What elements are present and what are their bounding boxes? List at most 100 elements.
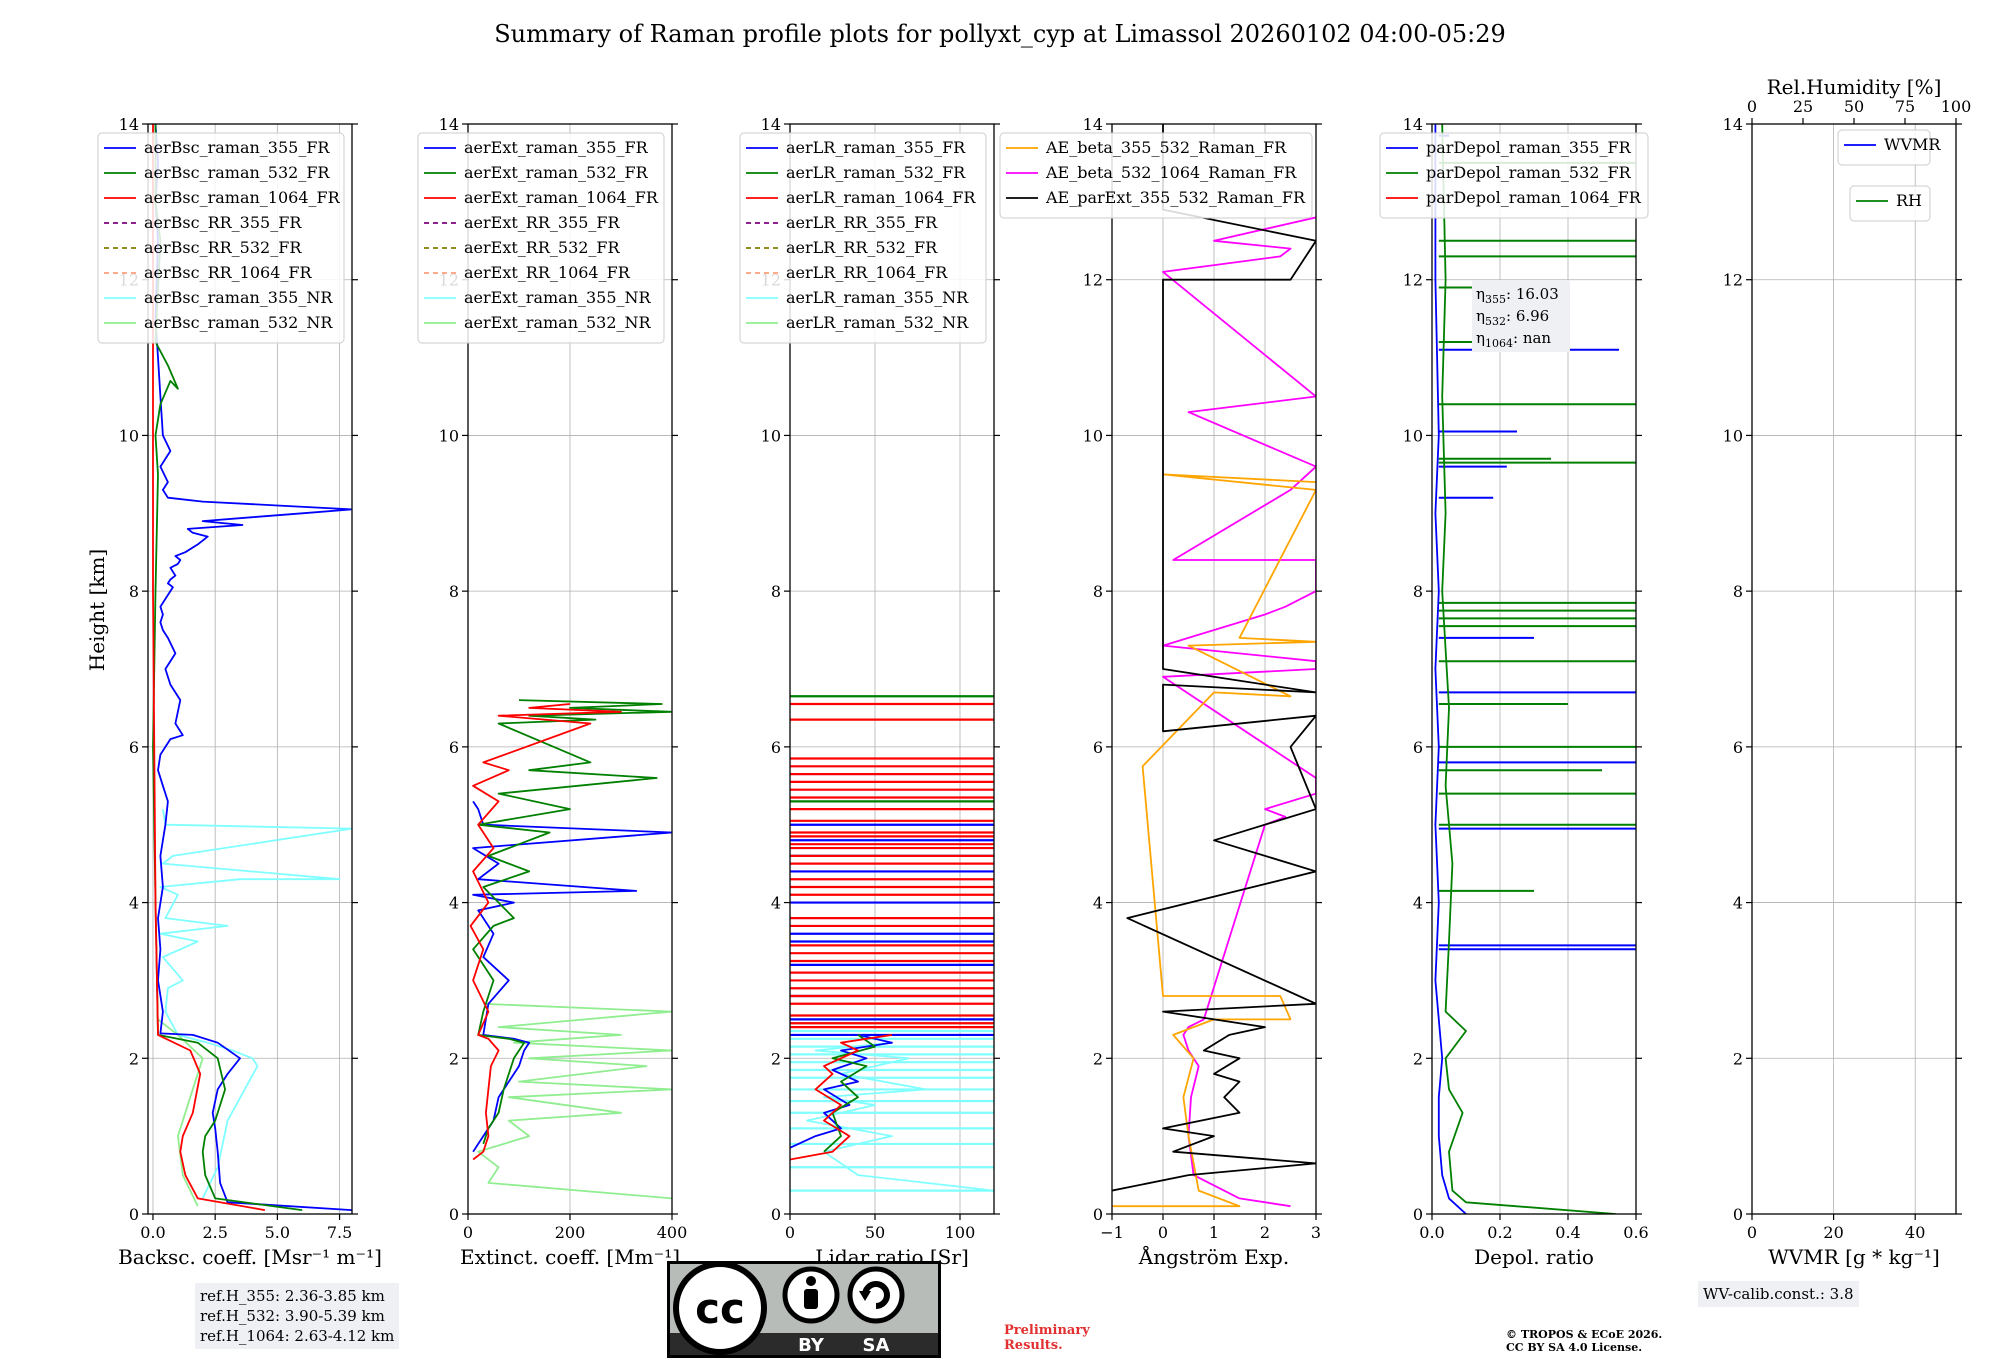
legend-label: parDepol_raman_1064_FR [1426, 188, 1642, 207]
preliminary-line-2: Results. [1004, 1338, 1063, 1353]
copyright-line-1: © TROPOS & ECoE 2026. [1506, 1328, 1663, 1341]
series-aerLR_raman_355_FR [790, 1034, 893, 1149]
ref-height-1064: ref.H_1064: 2.63-4.12 km [200, 1327, 395, 1345]
x-tick-label: −1 [1100, 1223, 1124, 1242]
legend-label: parDepol_raman_355_FR [1426, 138, 1632, 157]
legend-rh: RH [1849, 185, 1931, 222]
legend-label: aerLR_raman_355_NR [786, 288, 969, 307]
axes-frame [1431, 123, 1637, 1215]
x2-tick-label: 50 [1844, 97, 1864, 116]
copyright-note: © TROPOS & ECoE 2026. CC BY SA 4.0 Licen… [1506, 1328, 1662, 1354]
x-axis-label: Ångström Exp. [1138, 1244, 1289, 1269]
y-tick-label: 4 [449, 894, 459, 913]
y-tick-label: 6 [1413, 738, 1423, 757]
y-tick-label: 10 [1723, 426, 1743, 445]
preliminary-note: Preliminary Results. [1004, 1323, 1090, 1353]
x-tick-label: 2.5 [202, 1223, 227, 1242]
y-tick-label: 4 [129, 894, 139, 913]
x2-tick-label: 100 [1941, 97, 1972, 116]
y-tick-label: 0 [1413, 1205, 1423, 1224]
legend: aerBsc_raman_355_FR aerBsc_raman_532_FRae… [97, 132, 345, 344]
y-tick-label: 6 [1733, 738, 1743, 757]
cc-logo-text: cc [695, 1284, 745, 1333]
legend-label: aerBsc_raman_532_FR [144, 163, 330, 182]
y-tick-label: 8 [1413, 582, 1423, 601]
y-tick-label: 10 [1403, 426, 1423, 445]
panel-ext: 024681012140200400Extinct. coeff. [Mm⁻¹]… [417, 115, 687, 1269]
series-aerExt_raman_532_NR [477, 1002, 672, 1200]
series-parDepol_raman_355_FR [1434, 124, 1467, 1214]
by-label: BY [798, 1335, 825, 1356]
x-tick-label: 20 [1823, 1223, 1843, 1242]
x2-tick-label: 25 [1793, 97, 1813, 116]
legend: WVMR [1837, 129, 1941, 166]
wv-calib-const: WV-calib.const.: 3.8 [1703, 1285, 1854, 1303]
x-tick-label: 7.5 [327, 1223, 352, 1242]
y-tick-label: 10 [119, 426, 139, 445]
series-aerExt_raman_1064_FR [469, 703, 622, 1161]
y-tick-label: 10 [1083, 426, 1103, 445]
x-tick-label: 0 [1158, 1223, 1168, 1242]
y-tick-label: 6 [129, 738, 139, 757]
legend-label: AE_parExt_355_532_Raman_FR [1045, 188, 1306, 207]
plot-area [1112, 124, 1316, 1208]
legend-label: aerExt_raman_532_FR [464, 163, 649, 182]
y-tick-label: 4 [1413, 894, 1423, 913]
eta-value: η355: 16.03 [1476, 285, 1559, 306]
cc-license-badge: cc BY SA [667, 1261, 941, 1358]
legend-box [97, 132, 345, 344]
x-tick-label: 1 [1209, 1223, 1219, 1242]
preliminary-line-1: Preliminary [1004, 1323, 1090, 1338]
legend-label: aerExt_raman_1064_FR [464, 188, 659, 207]
x-axis-label: Depol. ratio [1474, 1245, 1594, 1269]
y-tick-label: 14 [1723, 115, 1743, 134]
legend-label: aerExt_raman_355_NR [464, 288, 652, 307]
sa-label: SA [863, 1335, 890, 1356]
legend-label: aerBsc_RR_355_FR [144, 213, 302, 232]
legend-label: aerBsc_raman_532_NR [144, 313, 333, 332]
x2-tick-label: 0 [1747, 97, 1757, 116]
eta-subscript: 532 [1485, 315, 1506, 328]
series-AE_beta_355_532_Raman_FR [1112, 473, 1316, 1208]
y-tick-label: 12 [1723, 271, 1743, 290]
panel-lr: 02468101214050100Lidar ratio [Sr]aerLR_r… [739, 115, 1000, 1269]
series-aerExt_raman_355_FR [472, 800, 672, 1153]
ref-height-355: ref.H_355: 2.36-3.85 km [200, 1287, 385, 1305]
legend-box [1837, 129, 1931, 166]
legend-label: parDepol_raman_532_FR [1426, 163, 1632, 182]
series-AE_parExt_355_532_Raman_FR [1112, 124, 1316, 1192]
y-tick-label: 6 [449, 738, 459, 757]
x-tick-label: 0.0 [1419, 1223, 1444, 1242]
eta-number: : 6.96 [1506, 307, 1549, 325]
legend-label: aerLR_raman_532_NR [786, 313, 969, 332]
legend: parDepol_raman_355_FR parDepol_raman_532_… [1379, 132, 1649, 219]
legend-label: RH [1896, 191, 1922, 210]
y-tick-label: 14 [1083, 115, 1103, 134]
x-tick-label: 0 [1747, 1223, 1757, 1242]
y-tick-label: 4 [1733, 894, 1743, 913]
y-tick-label: 8 [449, 582, 459, 601]
x-tick-label: 50 [865, 1223, 885, 1242]
series-parDepol_raman_532_FR [1441, 124, 1616, 1214]
y-tick-label: 0 [449, 1205, 459, 1224]
legend-label: AE_beta_355_532_Raman_FR [1045, 138, 1287, 157]
series-aerBsc_raman_532_NR [157, 1018, 204, 1207]
eta-value: η532: 6.96 [1476, 307, 1549, 328]
plot-area [790, 695, 994, 1192]
eta-value: η1064: nan [1476, 329, 1551, 350]
y-tick-label: 2 [129, 1049, 139, 1068]
legend-label: aerBsc_raman_355_NR [144, 288, 333, 307]
figure-title: Summary of Raman profile plots for polly… [494, 20, 1506, 48]
x-tick-label: 2 [1260, 1223, 1270, 1242]
panel-dep: 0 2 4 6 8 10 12 14 0.0 0.2 0.4 0.6 Depol. ratio parDe… [1379, 115, 1649, 1269]
y-tick-label: 8 [129, 582, 139, 601]
legend-label: aerLR_raman_355_FR [786, 138, 966, 157]
legend-label: aerLR_raman_1064_FR [786, 188, 976, 207]
legend-label: aerBsc_raman_1064_FR [144, 188, 341, 207]
y-tick-label: 10 [761, 426, 781, 445]
series-aerBsc_raman_355_NR [159, 808, 352, 1199]
eta-subscript: 1064 [1485, 337, 1513, 350]
